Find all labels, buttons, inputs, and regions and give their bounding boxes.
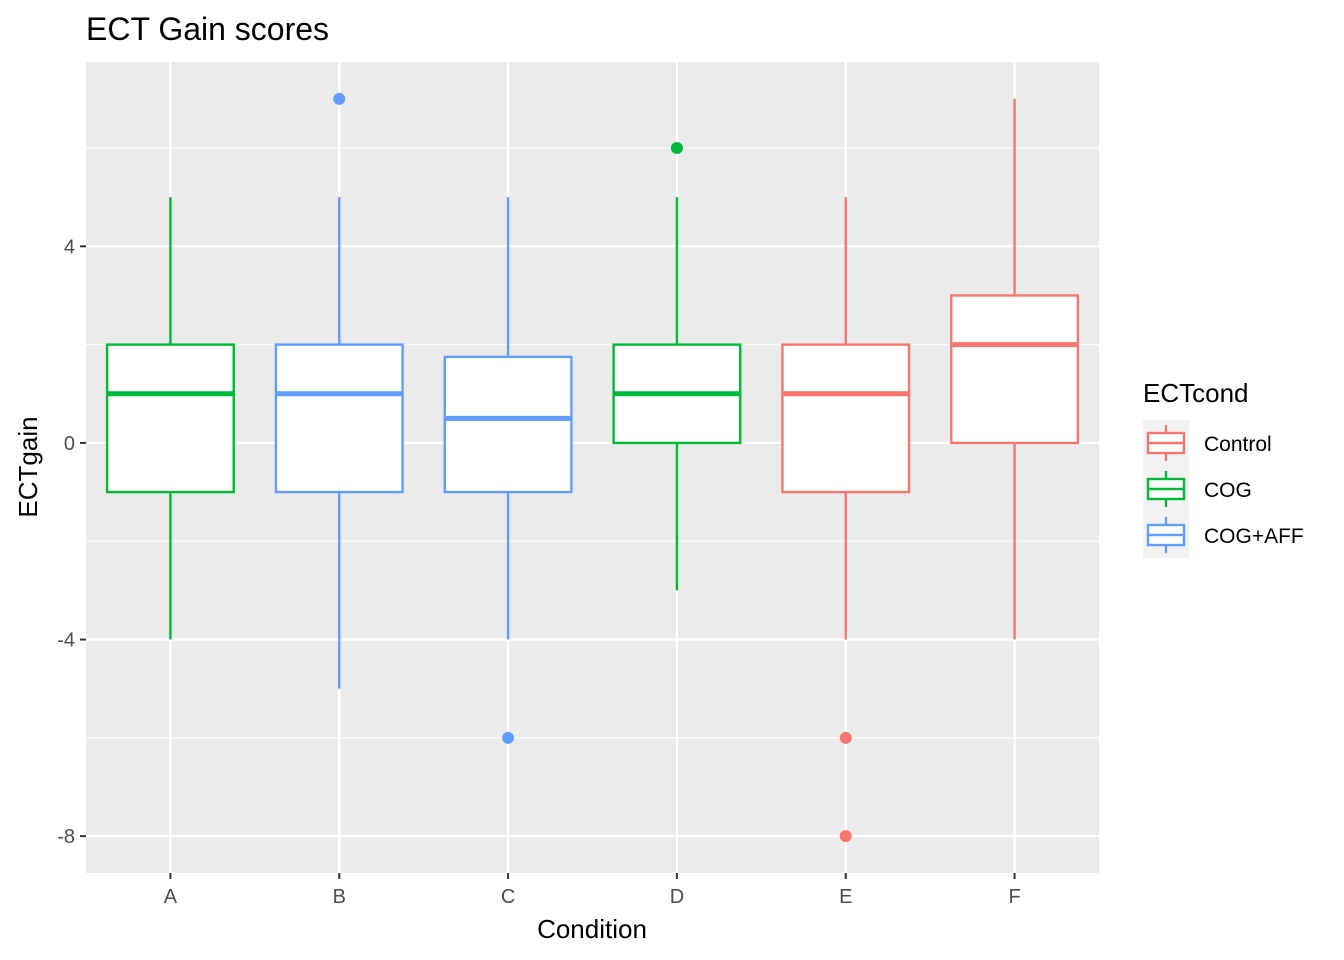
y-axis-title: ECTgain: [13, 416, 43, 517]
x-tick-label: E: [839, 886, 852, 908]
plot-background: [86, 62, 1099, 873]
box-body: [274, 343, 404, 494]
legend: Control COG COG+AFF: [1143, 420, 1304, 558]
legend-label: COG: [1204, 479, 1252, 502]
outlier-point: [333, 92, 346, 105]
x-axis-title: Condition: [537, 914, 647, 944]
box-body: [443, 355, 573, 494]
outlier-point: [670, 142, 683, 155]
box-body: [105, 343, 235, 494]
legend-item-cog-aff: COG+AFF: [1146, 517, 1304, 553]
chart-title: ECT Gain scores: [86, 11, 329, 47]
x-tick-label: C: [501, 886, 515, 908]
box-body: [781, 343, 911, 494]
box-body: [950, 294, 1080, 445]
box-F: [950, 98, 1080, 640]
legend-label: Control: [1204, 433, 1272, 456]
box-B: [274, 92, 404, 689]
outlier-point: [839, 830, 852, 843]
legend-title: ECTcond: [1143, 378, 1249, 408]
plot-panel: -8 -4 0 4 A B C D E F: [57, 62, 1099, 908]
y-tick-label: 4: [64, 236, 75, 258]
x-tick-label: F: [1008, 886, 1020, 908]
y-tick-label: 0: [64, 433, 75, 455]
box-A: [105, 197, 235, 640]
legend-item-control: Control: [1146, 425, 1272, 461]
x-tick-label: B: [333, 886, 346, 908]
box-D: [612, 142, 742, 591]
x-tick-label: A: [164, 886, 178, 908]
legend-label: COG+AFF: [1204, 525, 1304, 548]
y-tick-label: -8: [57, 826, 75, 848]
x-tick-label: D: [670, 886, 684, 908]
outlier-point: [502, 731, 515, 744]
legend-item-cog: COG: [1146, 471, 1252, 507]
box-E: [781, 197, 911, 843]
outlier-point: [839, 731, 852, 744]
y-tick-label: -4: [57, 630, 75, 652]
box-C: [443, 197, 573, 744]
